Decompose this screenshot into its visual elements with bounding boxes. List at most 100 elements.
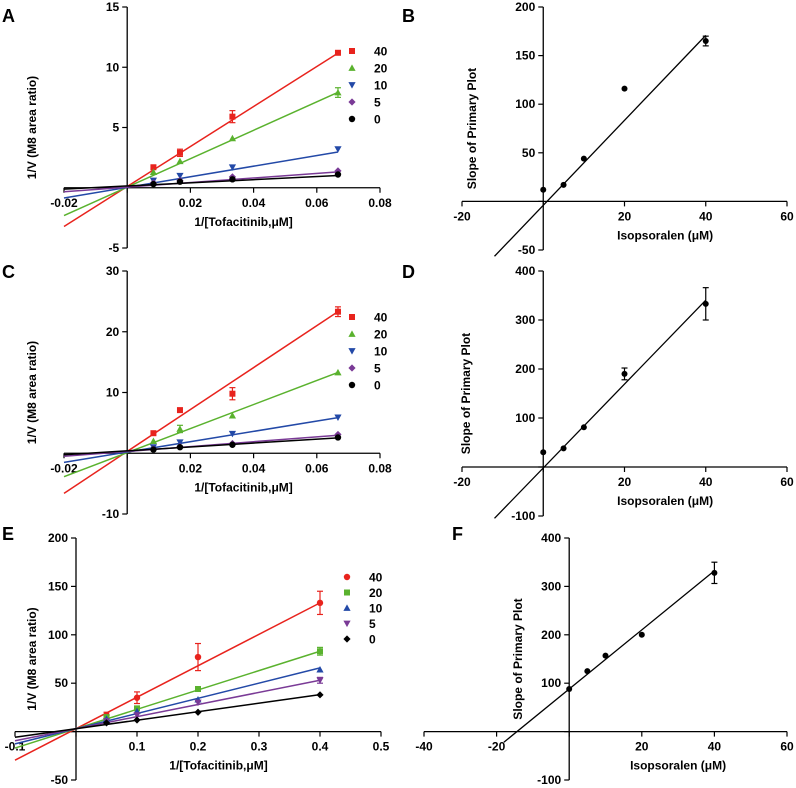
y-tick-label-d: 100 bbox=[515, 411, 535, 425]
legend-marker-c-10 bbox=[348, 348, 356, 355]
legend-marker-c-40 bbox=[349, 314, 355, 320]
data-point-e-5-1 bbox=[133, 712, 141, 719]
data-point-a-40-2 bbox=[229, 113, 236, 120]
x-tick-label-a: 0.04 bbox=[242, 196, 266, 210]
fit-line-a-20 bbox=[63, 91, 339, 217]
fit-line-c-10 bbox=[63, 416, 339, 464]
panel-letter-c: C bbox=[2, 262, 15, 282]
fit-line-e-0 bbox=[14, 693, 321, 738]
panel-letter-d: D bbox=[402, 262, 415, 282]
data-point-a-10-3 bbox=[334, 146, 342, 153]
y-axis-label-d: Slope of Primary Plot bbox=[459, 333, 473, 454]
chart-panel-b: -20 20 40 60 -50 50 100 150 200 Isopsoralen (μM) S… bbox=[453, 0, 794, 257]
legend-label-c-40: 40 bbox=[374, 311, 388, 325]
y-axis-label-f: Slope of Primary Plot bbox=[511, 598, 525, 719]
x-tick-label-d: 40 bbox=[699, 475, 713, 489]
legend-marker-a-5 bbox=[348, 98, 356, 106]
y-tick-label-b: -50 bbox=[518, 243, 536, 257]
data-point-d-4 bbox=[702, 300, 709, 307]
x-tick-label-f: 40 bbox=[708, 740, 722, 754]
data-point-f-4 bbox=[711, 569, 718, 576]
data-point-d-1 bbox=[560, 445, 567, 452]
y-tick-label-f: 300 bbox=[541, 579, 561, 593]
data-point-a-40-3 bbox=[334, 49, 341, 56]
legend-marker-a-0 bbox=[348, 115, 356, 123]
data-point-a-0-2 bbox=[229, 176, 236, 183]
y-tick-label-c: 30 bbox=[106, 264, 120, 278]
data-point-e-0-0 bbox=[102, 719, 111, 727]
data-point-e-0-2 bbox=[194, 708, 202, 716]
y-tick-label-b: 150 bbox=[515, 49, 535, 63]
fit-line-b bbox=[494, 34, 707, 257]
x-tick-label-d: 60 bbox=[780, 475, 794, 489]
x-tick-label-e: 0.3 bbox=[251, 740, 268, 754]
legend-marker-a-40 bbox=[349, 48, 355, 54]
data-point-e-0-1 bbox=[133, 716, 141, 724]
data-point-e-20-2 bbox=[195, 686, 201, 693]
y-tick-label-a: 10 bbox=[106, 60, 120, 74]
y-tick-label-b: 100 bbox=[515, 97, 535, 111]
y-tick-label-e: 50 bbox=[55, 676, 69, 690]
legend-label-c-10: 10 bbox=[374, 345, 388, 359]
y-tick-label-f: 100 bbox=[541, 676, 561, 690]
x-tick-label-b: 60 bbox=[780, 209, 794, 223]
data-point-c-0-1 bbox=[176, 443, 184, 451]
x-tick-label-c: -0.02 bbox=[50, 461, 78, 475]
data-point-d-2 bbox=[580, 424, 587, 431]
data-point-c-20-1 bbox=[176, 425, 184, 432]
legend-label-e-5: 5 bbox=[369, 617, 376, 631]
data-point-a-0-1 bbox=[176, 178, 184, 185]
data-point-c-40-1 bbox=[176, 407, 183, 414]
data-point-a-0-0 bbox=[150, 180, 157, 188]
data-point-b-2 bbox=[580, 155, 587, 162]
legend-label-a-5: 5 bbox=[374, 96, 381, 110]
x-axis-label-b: Isopsoralen (μM) bbox=[617, 228, 713, 242]
x-tick-label-c: 0.02 bbox=[179, 461, 203, 475]
fit-line-a-0 bbox=[63, 174, 339, 190]
x-tick-label-c: 0.08 bbox=[368, 461, 392, 475]
y-axis-label-c: 1/V (M8 area ratio) bbox=[25, 341, 39, 444]
x-tick-label-a: 0.08 bbox=[368, 196, 392, 210]
chart-panel-e: -0.1 0.1 0.2 0.3 0.4 0.5-50501001502001/[Tofa… bbox=[5, 531, 390, 787]
legend-label-a-0: 0 bbox=[374, 113, 381, 127]
legend-marker-e-0 bbox=[343, 635, 351, 643]
legend-label-e-10: 10 bbox=[369, 602, 383, 616]
legend-marker-c-20 bbox=[348, 330, 356, 337]
fit-line-a-40 bbox=[63, 52, 339, 228]
y-tick-label-a: 15 bbox=[106, 0, 120, 14]
x-tick-label-c: 0.06 bbox=[305, 461, 329, 475]
legend-label-a-10: 10 bbox=[374, 79, 388, 93]
data-point-a-10-2 bbox=[228, 164, 237, 171]
x-axis-label-a: 1/[Tofacitinib,μM] bbox=[194, 215, 292, 229]
y-tick-label-d: -100 bbox=[511, 509, 535, 523]
fit-line-a-10 bbox=[63, 151, 339, 199]
legend-marker-e-20 bbox=[344, 589, 350, 596]
chart-panel-f: -40 -20 20 40 60 -100 100 200 300 400 Isopsoralen … bbox=[415, 531, 794, 787]
data-point-e-5-3 bbox=[316, 677, 324, 684]
data-point-e-0-3 bbox=[316, 691, 324, 699]
data-point-e-20-3 bbox=[317, 648, 323, 655]
data-point-a-40-1 bbox=[176, 149, 183, 156]
chart-panel-a: -0.02 0.02 0.04 0.06 0.08 -5 5 10 15 1/[Tofacitin… bbox=[25, 0, 392, 255]
x-axis-label-d: Isopsoralen (μM) bbox=[617, 494, 713, 508]
data-point-f-1 bbox=[584, 668, 591, 675]
x-axis-label-e: 1/[Tofacitinib,μM] bbox=[169, 759, 267, 773]
x-tick-label-b: 40 bbox=[699, 209, 713, 223]
x-tick-label-f: 60 bbox=[780, 740, 794, 754]
y-tick-label-f: 400 bbox=[541, 531, 561, 545]
panel-letter-a: A bbox=[2, 6, 15, 26]
legend-label-a-40: 40 bbox=[374, 45, 388, 59]
data-point-a-20-3 bbox=[334, 88, 342, 96]
legend-marker-a-20 bbox=[348, 64, 356, 71]
y-tick-label-d: 200 bbox=[515, 362, 535, 376]
y-tick-label-c: 20 bbox=[106, 325, 120, 339]
x-tick-label-d: 20 bbox=[618, 475, 632, 489]
data-point-e-40-3 bbox=[316, 599, 324, 607]
legend-label-e-40: 40 bbox=[369, 571, 383, 585]
legend-label-c-0: 0 bbox=[374, 379, 381, 393]
y-tick-label-c: 10 bbox=[106, 386, 120, 400]
legend-marker-e-40 bbox=[343, 573, 351, 581]
x-tick-label-a: 0.02 bbox=[179, 196, 203, 210]
data-point-d-3 bbox=[621, 370, 628, 377]
x-tick-label-f: 20 bbox=[635, 740, 649, 754]
